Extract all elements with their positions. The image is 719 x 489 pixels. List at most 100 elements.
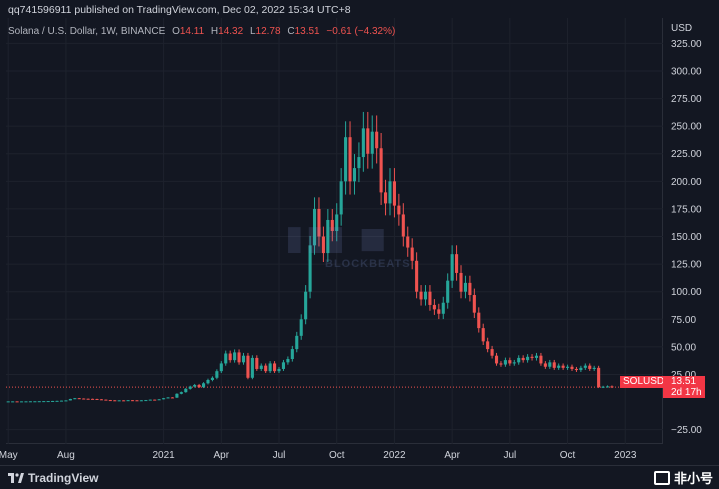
candle-body (308, 245, 312, 292)
candle-body (455, 254, 459, 273)
candle-body (588, 365, 592, 369)
candle-body (237, 352, 241, 363)
y-tick-label: 325.00 (671, 39, 702, 50)
candle-body (326, 219, 330, 254)
x-tick-label: Apr (444, 450, 460, 461)
y-tick-label: 25.00 (671, 370, 696, 381)
candle-body (592, 367, 596, 369)
candle-body (153, 399, 157, 401)
candle-body (574, 368, 578, 371)
candle-body (184, 388, 188, 393)
candle-body (139, 400, 143, 402)
candle-body (219, 363, 223, 372)
high-label: H (210, 26, 219, 37)
candle-body (419, 291, 423, 300)
candle-body (228, 353, 232, 361)
tradingview-brand-text: TradingView (28, 471, 99, 485)
candle-body (170, 397, 175, 399)
candle-body (472, 295, 476, 313)
candle-body (494, 355, 499, 364)
candle-body (352, 168, 357, 182)
site-watermark-text: 非小号 (673, 471, 713, 486)
x-tick-label: 2022 (383, 450, 406, 461)
open-value: 14.11 (179, 26, 205, 37)
candle-body (415, 260, 419, 292)
candle-body (277, 368, 281, 372)
candle-body (379, 148, 383, 193)
candle-body (468, 282, 472, 296)
candle-body (64, 400, 68, 402)
candle-body (126, 400, 130, 402)
candle-body (104, 399, 108, 401)
candle-body (268, 363, 272, 372)
candle-body (86, 398, 90, 400)
candle-body (201, 383, 206, 388)
y-tick-label: 200.00 (671, 177, 702, 188)
candle-body (290, 349, 294, 360)
y-tick-label: 100.00 (671, 287, 702, 298)
candle-body (583, 365, 587, 368)
candle-body (148, 399, 152, 401)
watermark-name: BLOCKBEATS (325, 258, 411, 270)
high-value: 14.32 (218, 26, 244, 37)
y-tick-label: 175.00 (671, 204, 702, 215)
site-watermark: 非小号 (653, 468, 713, 487)
candle-body (122, 400, 126, 402)
x-tick-label: Aug (57, 450, 75, 461)
candle-body (383, 192, 388, 204)
x-tick-label: Apr (214, 450, 230, 461)
candle-body (188, 386, 192, 389)
candle-body (91, 398, 95, 400)
candle-body (273, 363, 277, 372)
candle-body (375, 131, 379, 149)
chart-pane[interactable]: May Aug 2021 Apr Jul Oct 2022 Apr Jul Oct 2023 325.… (0, 18, 702, 461)
candle-body (11, 401, 15, 403)
candle-body (99, 399, 103, 401)
candle-body (197, 384, 201, 388)
candle-body (463, 282, 468, 292)
candlestick-plot[interactable]: May Aug 2021 Apr Jul Oct 2022 Apr Jul Oct 2023 325.… (0, 18, 702, 461)
candle-body (388, 181, 392, 204)
candle-body (370, 131, 374, 154)
candle-body (446, 280, 450, 303)
y-tick-label: 75.00 (671, 315, 696, 326)
tradingview-logo[interactable]: TradingView (8, 471, 98, 485)
candle-body (135, 400, 139, 402)
candle-body (299, 319, 303, 336)
candle-body (250, 357, 254, 378)
candle-body (37, 401, 41, 403)
current-price-value: 13.51 (671, 376, 697, 387)
candle-body (530, 356, 534, 358)
y-tick-label: 225.00 (671, 149, 702, 160)
candle-body (450, 254, 454, 281)
candle-body (512, 362, 516, 364)
candle-body (361, 128, 365, 158)
candle-body (423, 291, 428, 300)
y-tick-label: 250.00 (671, 122, 702, 133)
x-tick-label: Oct (329, 450, 345, 461)
candle-body (15, 401, 19, 403)
candle-body (406, 236, 410, 248)
candle-body (508, 360, 512, 364)
close-label: C (287, 26, 295, 37)
candle-body (286, 359, 290, 363)
candle-body (526, 356, 530, 361)
x-tick-label: Oct (560, 450, 576, 461)
candle-body (55, 400, 59, 402)
candle-body (33, 401, 37, 403)
candle-body (437, 309, 441, 314)
candle-body (264, 365, 268, 372)
candle-body (259, 365, 263, 369)
candle-body (339, 181, 343, 215)
y-tick-label: −25.00 (671, 425, 702, 436)
candle-body (348, 137, 352, 182)
candle-body (117, 400, 121, 402)
candle-body (477, 312, 481, 329)
symbol-description: Solana / U.S. Dollar, 1W, BINANCE (8, 26, 166, 37)
candle-body (233, 352, 237, 361)
candle-body (224, 353, 228, 364)
site-logo-icon (653, 471, 670, 485)
candle-body (517, 357, 521, 363)
candle-body (246, 355, 250, 378)
candle-body (605, 386, 610, 388)
